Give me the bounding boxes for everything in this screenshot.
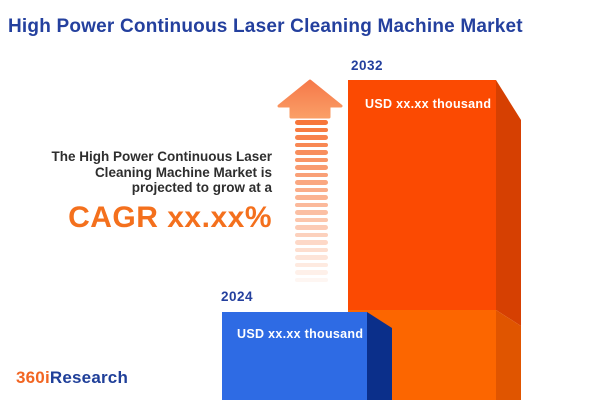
bar-2032-side-top [496, 80, 521, 326]
bar-label-2032: 2032 [351, 58, 384, 73]
bar-2024-front [222, 312, 367, 400]
growth-arrow-icon [277, 79, 343, 119]
description-line: The High Power Continuous Laser [51, 149, 272, 164]
bar-2032-front-top [348, 80, 496, 310]
arrow-stripes [295, 120, 328, 285]
page-title: High Power Continuous Laser Cleaning Mac… [8, 16, 523, 37]
bar-label-2024: 2024 [221, 289, 254, 304]
bar-value-2032: USD xx.xx thousand [365, 97, 492, 111]
bar-2032-side-bottom [496, 310, 521, 400]
logo-part-blue: Research [49, 368, 129, 387]
360iresearch-logo: 360iResearch [16, 368, 128, 388]
logo-part-orange: 360i [16, 368, 50, 387]
description-line: Cleaning Machine Market is [94, 164, 272, 180]
bar-value-2024: USD xx.xx thousand [237, 327, 364, 341]
market-description: The High Power Continuous Laser Cleaning… [12, 149, 272, 196]
cagr-value: CAGR xx.xx% [68, 201, 272, 234]
description-line: projected to grow at a [131, 180, 272, 195]
bar-2024-side [367, 312, 392, 400]
